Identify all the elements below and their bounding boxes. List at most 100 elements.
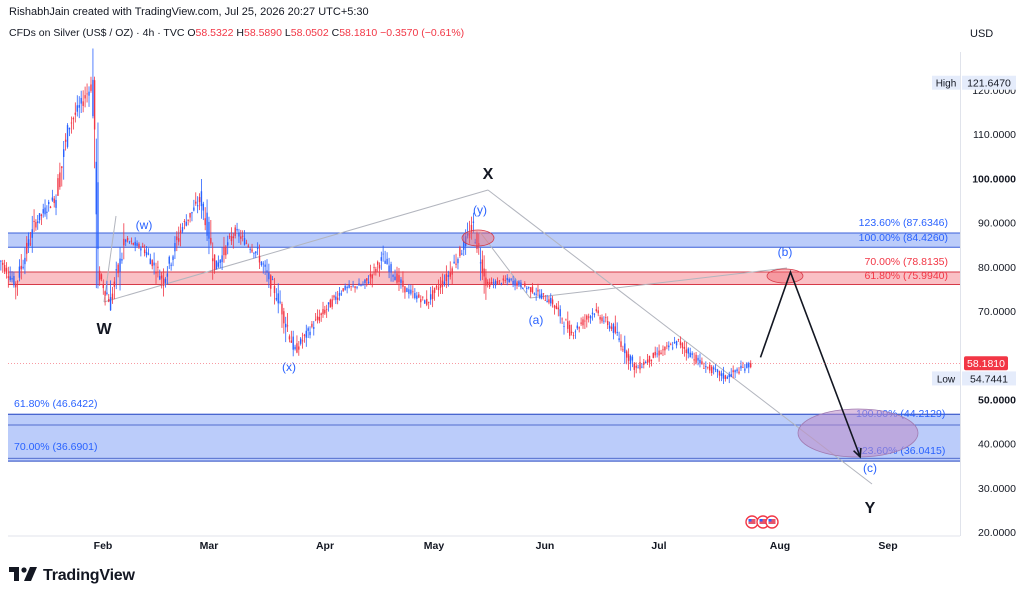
candle-body: [603, 320, 605, 322]
candle-body: [569, 324, 571, 336]
flag-canton: [748, 519, 752, 522]
candle-body: [55, 199, 57, 208]
ohlc-high-key: H: [236, 27, 244, 39]
y-axis-tick-label: 50.0000: [978, 394, 1016, 406]
chart-pane[interactable]: [8, 52, 961, 536]
candle-body: [533, 293, 536, 295]
candle-body: [240, 236, 242, 239]
candle-body: [724, 375, 727, 379]
candle-body: [108, 299, 110, 302]
candle-body: [714, 368, 717, 370]
candle-body: [153, 262, 155, 266]
candle-body: [230, 236, 233, 242]
candle-body: [463, 241, 465, 250]
candle-body: [318, 316, 321, 321]
candle-body: [712, 367, 715, 370]
current-price-badge: [964, 356, 1008, 371]
candle-body: [608, 325, 611, 329]
candle-body: [427, 301, 430, 303]
candle-body: [160, 275, 163, 279]
projection-path: [759, 269, 861, 458]
candle-body: [348, 284, 350, 288]
candle-body: [82, 101, 84, 106]
candle-body: [654, 351, 656, 356]
candle-body: [234, 227, 236, 236]
candle-body: [373, 267, 375, 269]
candle-body: [215, 260, 218, 270]
candle-body: [179, 230, 182, 234]
candle-body: [100, 274, 103, 280]
candle-body: [535, 293, 537, 295]
candle-body: [703, 368, 705, 369]
candle-body: [299, 338, 302, 344]
candle-body: [472, 221, 475, 223]
candle-body: [435, 285, 438, 288]
fib-level-label: 123.60% (87.6346): [859, 217, 948, 229]
candle-body: [650, 359, 653, 361]
fib-level-label: 61.80% (46.6422): [14, 398, 97, 410]
candle-body: [652, 352, 654, 358]
candle-body: [221, 255, 223, 263]
candle-body: [251, 249, 253, 252]
candle-body: [80, 97, 82, 104]
chart-attribution: RishabhJain created with TradingView.com…: [9, 6, 369, 18]
candle-body: [275, 298, 278, 300]
candle-body: [68, 127, 71, 130]
candle-body: [24, 257, 26, 265]
candle-body: [487, 281, 489, 284]
wave-label-X: X: [483, 166, 494, 183]
candle-body: [228, 236, 231, 238]
candle-body: [398, 275, 400, 282]
candle-body: [433, 287, 436, 293]
tradingview-brand[interactable]: TradingView: [9, 566, 135, 586]
candle-body: [331, 299, 333, 307]
candle-body: [451, 268, 453, 275]
candle-body: [426, 298, 428, 305]
candle-body: [378, 264, 381, 269]
symbol-legend[interactable]: CFDs on Silver (US$ / OZ) · 4h · TVC O58…: [9, 27, 464, 39]
candle-body: [670, 344, 672, 346]
candle-body: [470, 224, 473, 233]
candle-body: [232, 236, 235, 239]
candle-body: [329, 299, 332, 308]
candle-body: [193, 207, 195, 211]
candle-body: [64, 139, 67, 142]
candle-body: [453, 261, 455, 264]
candle-body: [51, 197, 54, 201]
candle-body: [213, 254, 216, 270]
candle-body: [707, 366, 709, 368]
candle-body: [3, 265, 6, 272]
candle-body: [555, 305, 558, 310]
y-axis-tick-label: 90.0000: [978, 218, 1016, 230]
candle-body: [38, 213, 41, 221]
candle-body: [514, 280, 516, 286]
candle-body: [147, 253, 150, 255]
candle-body: [360, 285, 362, 286]
candle-body: [104, 291, 106, 296]
candle-body: [740, 365, 742, 369]
candle-body: [627, 354, 630, 361]
y-axis-tick-label: 40.0000: [978, 439, 1016, 451]
candle-body: [537, 289, 539, 292]
ohlc-low-value: 58.0502: [290, 27, 329, 39]
candle-body: [123, 238, 125, 246]
candle-body: [447, 275, 450, 277]
price-badge-tag: Low: [937, 374, 956, 385]
flag-stripes: [759, 519, 767, 524]
candle-body: [567, 321, 569, 329]
candle-body: [481, 259, 484, 274]
currency-button[interactable]: USD: [970, 28, 994, 40]
candle-body: [635, 365, 637, 368]
candle-body: [559, 309, 561, 317]
candle-body: [718, 371, 721, 376]
candle-body: [236, 228, 238, 231]
candle-body: [563, 326, 565, 328]
candle-body: [138, 243, 140, 248]
candle-body: [375, 269, 377, 272]
candle-body: [346, 286, 348, 289]
candle-body: [309, 331, 311, 336]
candle-body: [121, 258, 123, 261]
candle-body: [128, 241, 131, 243]
candle-body: [502, 278, 505, 281]
